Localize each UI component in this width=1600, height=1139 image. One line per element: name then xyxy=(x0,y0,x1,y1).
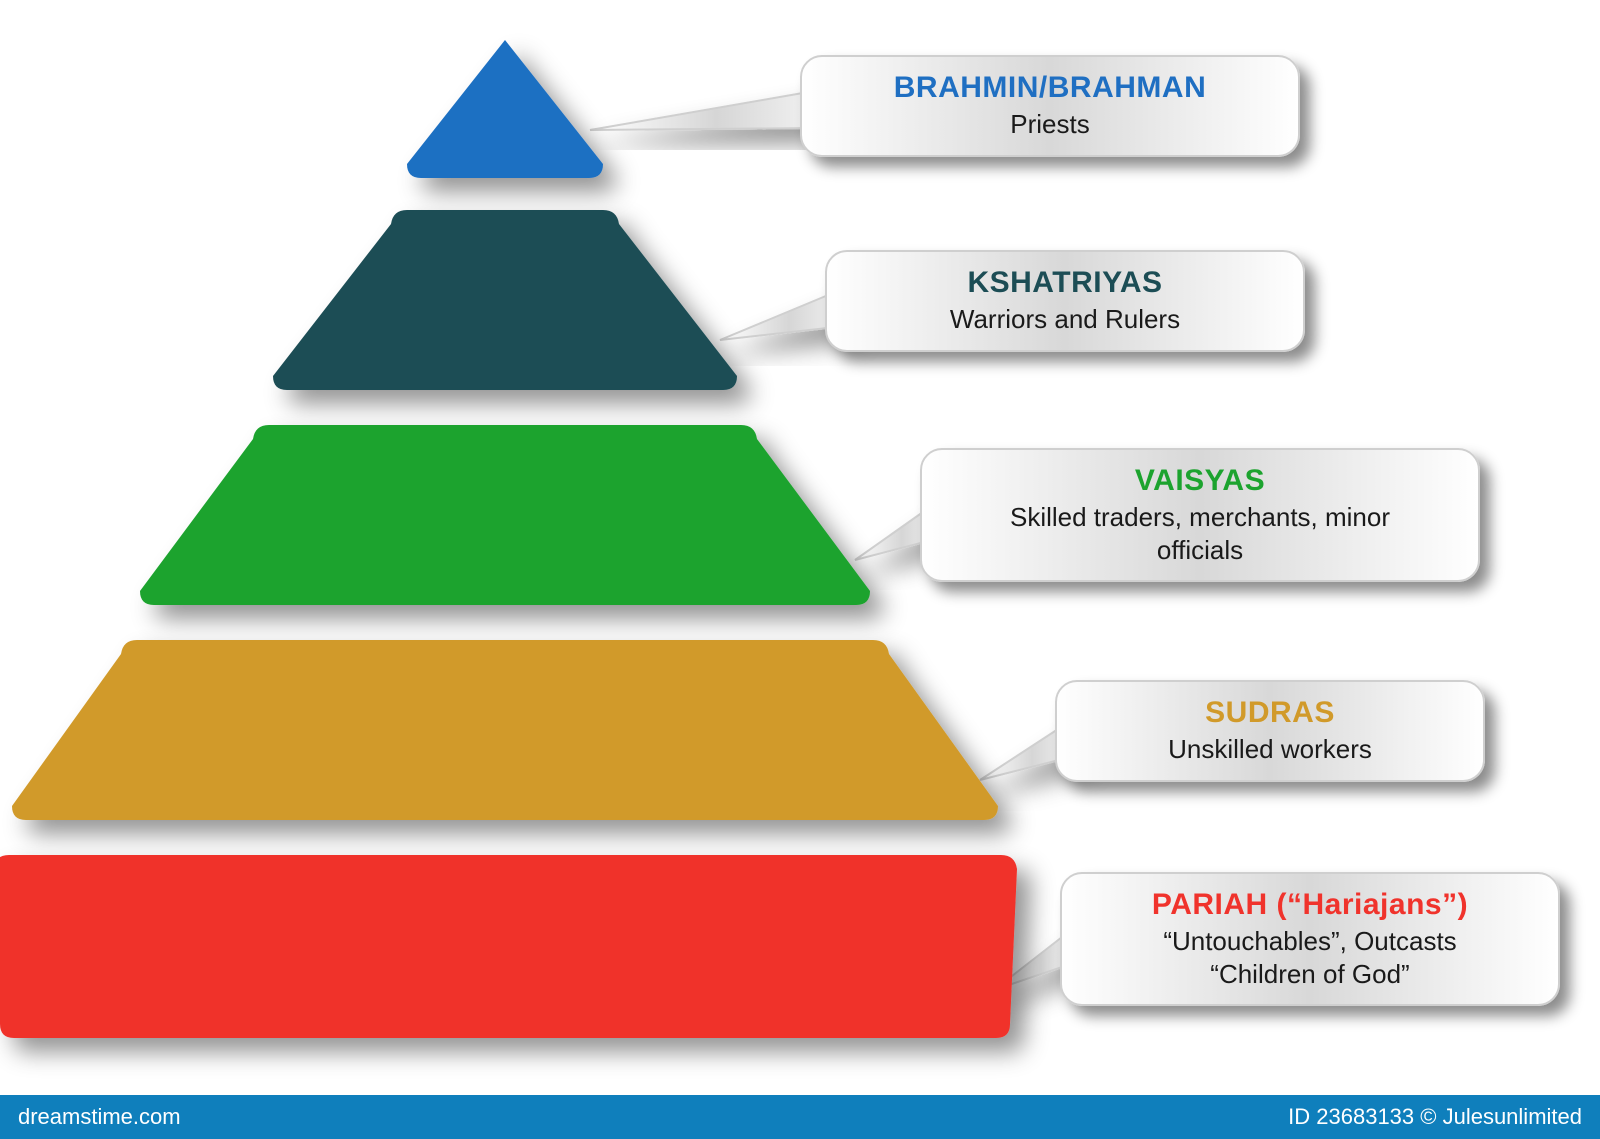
callout-brahmin: BRAHMIN/BRAHMAN Priests xyxy=(800,55,1300,157)
callout-tail-brahmin xyxy=(590,90,820,130)
pyramid-segment-vaisyas xyxy=(140,425,870,605)
pyramid-segment-brahmin xyxy=(407,40,603,178)
pyramid-segment-kshatriyas xyxy=(273,210,737,390)
callout-title-brahmin: BRAHMIN/BRAHMAN xyxy=(828,71,1272,104)
footer-right-text: ID 23683133 © Julesunlimited xyxy=(1288,1104,1582,1130)
callout-kshatriyas: KSHATRIYAS Warriors and Rulers xyxy=(825,250,1305,352)
pyramid-segment-sudras xyxy=(12,640,998,820)
callout-pariah: PARIAH (“Hariajans”) “Untouchables”, Outc… xyxy=(1060,872,1560,1006)
callout-subtitle-pariah: “Untouchables”, Outcasts “Children of Go… xyxy=(1088,925,1532,990)
callout-title-kshatriyas: KSHATRIYAS xyxy=(853,266,1277,299)
footer-left-text: dreamstime.com xyxy=(18,1104,181,1130)
footer-bar: dreamstime.com ID 23683133 © Julesunlimi… xyxy=(0,1095,1600,1139)
callout-title-sudras: SUDRAS xyxy=(1083,696,1457,729)
callout-subtitle-vaisyas: Skilled traders, merchants, minor offici… xyxy=(948,501,1452,566)
callout-sudras: SUDRAS Unskilled workers xyxy=(1055,680,1485,782)
diagram-canvas: BRAHMIN/BRAHMAN Priests KSHATRIYAS Warriors… xyxy=(0,0,1600,1139)
callout-subtitle-brahmin: Priests xyxy=(828,108,1272,141)
callout-vaisyas: VAISYAS Skilled traders, merchants, minor… xyxy=(920,448,1480,582)
callout-title-pariah: PARIAH (“Hariajans”) xyxy=(1088,888,1532,921)
callout-title-vaisyas: VAISYAS xyxy=(948,464,1452,497)
callout-subtitle-kshatriyas: Warriors and Rulers xyxy=(853,303,1277,336)
callout-subtitle-sudras: Unskilled workers xyxy=(1083,733,1457,766)
pyramid-segment-pariah xyxy=(0,855,1017,1038)
